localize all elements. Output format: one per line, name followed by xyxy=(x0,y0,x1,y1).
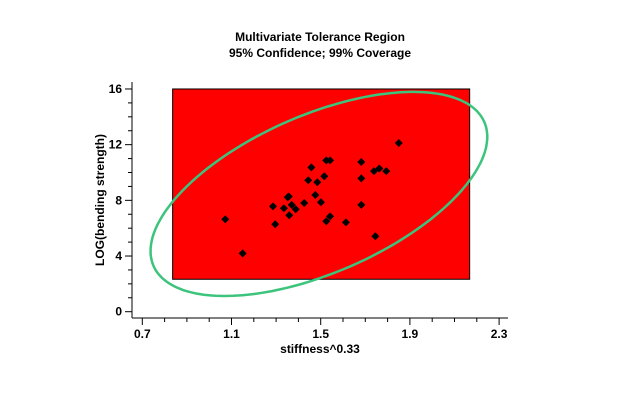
data-point xyxy=(341,218,350,227)
data-point xyxy=(394,138,403,147)
x-tick-label: 1.5 xyxy=(312,327,329,341)
data-point xyxy=(320,172,329,181)
data-point xyxy=(304,176,313,185)
axes: 0.7 1.1 1.5 1.9 2.3 0 4 8 12 16 xyxy=(109,82,508,341)
y-tick-label: 8 xyxy=(115,193,122,207)
data-point xyxy=(371,232,380,241)
data-point xyxy=(291,205,300,214)
data-point xyxy=(357,158,366,167)
data-point xyxy=(279,204,288,213)
tolerance-ellipse xyxy=(149,90,489,298)
chart-title: Multivariate Tolerance Region xyxy=(235,30,405,44)
data-point xyxy=(271,220,280,229)
data-point xyxy=(316,198,325,207)
data-point xyxy=(284,192,293,201)
data-point xyxy=(287,200,296,209)
data-point xyxy=(300,198,309,207)
y-tick-label: 0 xyxy=(115,305,122,319)
plot-area xyxy=(149,88,489,298)
data-point xyxy=(307,163,316,172)
data-point xyxy=(238,249,247,258)
data-point xyxy=(357,200,366,209)
data-point xyxy=(322,217,331,226)
chart-subtitle: 95% Confidence; 99% Coverage xyxy=(229,46,411,60)
y-tick-label: 12 xyxy=(109,138,123,152)
x-axis-label: stiffness^0.33 xyxy=(280,342,360,356)
x-tick-label: 1.1 xyxy=(223,327,240,341)
y-axis-label: LOG(bending strength) xyxy=(93,134,107,266)
data-point xyxy=(326,156,335,165)
y-tick-label: 4 xyxy=(115,249,122,263)
data-point xyxy=(357,174,366,183)
data-point xyxy=(221,215,230,224)
x-tick-label: 2.3 xyxy=(491,327,508,341)
data-point xyxy=(375,164,384,173)
data-point xyxy=(313,178,322,187)
data-point xyxy=(285,211,294,220)
y-tick-label: 16 xyxy=(109,82,123,96)
x-tick-label: 0.7 xyxy=(134,327,151,341)
tolerance-rectangle xyxy=(172,88,471,280)
data-point xyxy=(326,212,335,221)
x-tick-label: 1.9 xyxy=(402,327,419,341)
data-point xyxy=(268,202,277,211)
data-point xyxy=(311,191,320,200)
data-point xyxy=(382,167,391,176)
